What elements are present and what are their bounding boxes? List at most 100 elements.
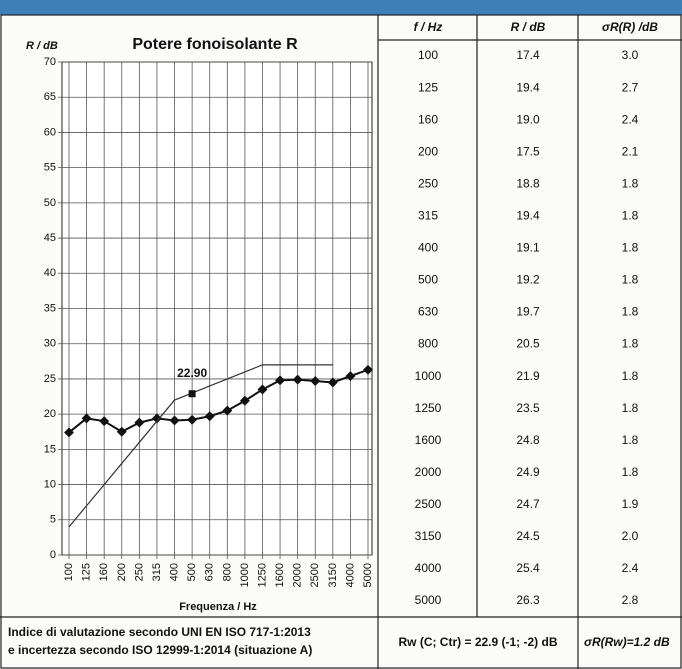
y-tick-label: 30 (44, 338, 56, 350)
table-cell: 500 (418, 273, 438, 287)
table-cell: 17.4 (516, 48, 540, 62)
footer-text: e incertezza secondo ISO 12999-1:2014 (s… (8, 643, 312, 657)
x-tick-label: 1600 (274, 563, 286, 587)
scan-background (0, 0, 682, 15)
table-cell: 2.1 (622, 144, 639, 158)
table-cell: 19.4 (516, 208, 540, 222)
table-cell: 19.0 (516, 112, 540, 126)
x-tick-label: 400 (169, 563, 181, 581)
table-cell: 18.8 (516, 176, 540, 190)
y-tick-label: 0 (50, 549, 56, 561)
table-cell: 2.0 (622, 529, 639, 543)
series-line (68, 364, 333, 528)
table-cell: 250 (418, 176, 438, 190)
y-tick-label: 45 (44, 232, 56, 244)
y-axis-label: R / dB (26, 40, 58, 52)
table-cell: 2000 (415, 465, 442, 479)
table-cell: 1.8 (622, 176, 639, 190)
uncertainty: σR(Rw)=1.2 dB (584, 635, 670, 649)
table-cell: 1.9 (622, 497, 639, 511)
y-tick-label: 25 (44, 373, 56, 385)
data-point (345, 371, 356, 382)
y-tick-label: 10 (44, 478, 56, 490)
data-point (275, 375, 286, 386)
x-tick-label: 125 (81, 563, 93, 581)
y-tick-label: 5 (50, 514, 56, 526)
data-point (310, 376, 321, 386)
table-cell: 4000 (415, 561, 442, 575)
table-cell: 1000 (415, 369, 442, 383)
table-cell: 2500 (415, 497, 442, 511)
table-cell: 26.3 (516, 593, 540, 607)
data-point (151, 413, 162, 424)
data-point (187, 414, 198, 425)
y-tick-label: 70 (44, 56, 56, 68)
x-tick-label: 1250 (256, 563, 268, 587)
table-cell: 1600 (415, 433, 442, 447)
x-tick-label: 630 (204, 563, 216, 581)
table-cell: 2.4 (622, 561, 639, 575)
table-header: R / dB (511, 20, 546, 34)
y-tick-label: 65 (44, 91, 56, 103)
table-cell: 125 (418, 80, 438, 94)
chart-title: Potere fonoisolante R (132, 36, 298, 53)
table-cell: 1.8 (622, 208, 639, 222)
x-tick-label: 2000 (292, 563, 304, 587)
table-cell: 2.7 (622, 80, 639, 94)
x-tick-label: 3150 (327, 563, 339, 587)
annotation-label: 22.90 (177, 366, 207, 380)
y-tick-label: 20 (44, 408, 56, 420)
table-cell: 1.8 (622, 433, 639, 447)
table-cell: 24.7 (516, 497, 540, 511)
table-cell: 1.8 (622, 401, 639, 415)
x-tick-label: 1000 (239, 563, 251, 587)
x-tick-label: 5000 (362, 563, 374, 587)
table-cell: 1.8 (622, 273, 639, 287)
table-cell: 630 (418, 305, 438, 319)
table-cell: 2.4 (622, 112, 639, 126)
table-cell: 3.0 (622, 48, 639, 62)
table-cell: 25.4 (516, 561, 540, 575)
data-point (292, 374, 303, 385)
y-tick-label: 60 (44, 126, 56, 138)
table-cell: 20.5 (516, 337, 540, 351)
data-point (363, 364, 373, 375)
table-cell: 3150 (415, 529, 442, 543)
table-cell: 400 (418, 241, 438, 255)
table-header: σR(R) /dB (602, 20, 658, 34)
table-cell: 21.9 (516, 369, 540, 383)
table-cell: 1250 (415, 401, 442, 415)
table-cell: 24.8 (516, 433, 540, 447)
table-cell: 17.5 (516, 144, 540, 158)
annotation-marker (188, 390, 196, 398)
table-cell: 5000 (415, 593, 442, 607)
table-cell: 2.8 (622, 593, 639, 607)
x-tick-label: 800 (221, 563, 233, 581)
table-cell: 800 (418, 337, 438, 351)
data-point (327, 377, 338, 388)
table-cell: 19.1 (516, 241, 540, 255)
y-tick-label: 50 (44, 197, 56, 209)
table-cell: 19.4 (516, 80, 540, 94)
table-cell: 315 (418, 208, 438, 222)
x-tick-label: 315 (151, 563, 163, 581)
outer-frame (0, 14, 682, 669)
data-point (239, 395, 250, 406)
x-tick-label: 160 (98, 563, 110, 581)
table-cell: 1.8 (622, 465, 639, 479)
data-point (257, 384, 268, 395)
table-cell: 19.7 (516, 305, 540, 319)
x-tick-label: 500 (186, 563, 198, 581)
table-cell: 100 (418, 48, 438, 62)
rating: Rw (C; Ctr) = 22.9 (-1; -2) dB (398, 635, 557, 649)
table-cell: 200 (418, 144, 438, 158)
y-tick-label: 55 (44, 162, 56, 174)
x-axis-label: Frequenza / Hz (179, 601, 257, 613)
table-cell: 24.5 (516, 529, 540, 543)
y-tick-label: 15 (44, 443, 56, 455)
x-tick-label: 100 (63, 563, 75, 581)
table-cell: 160 (418, 112, 438, 126)
x-tick-label: 250 (133, 563, 145, 581)
table-cell: 24.9 (516, 465, 540, 479)
